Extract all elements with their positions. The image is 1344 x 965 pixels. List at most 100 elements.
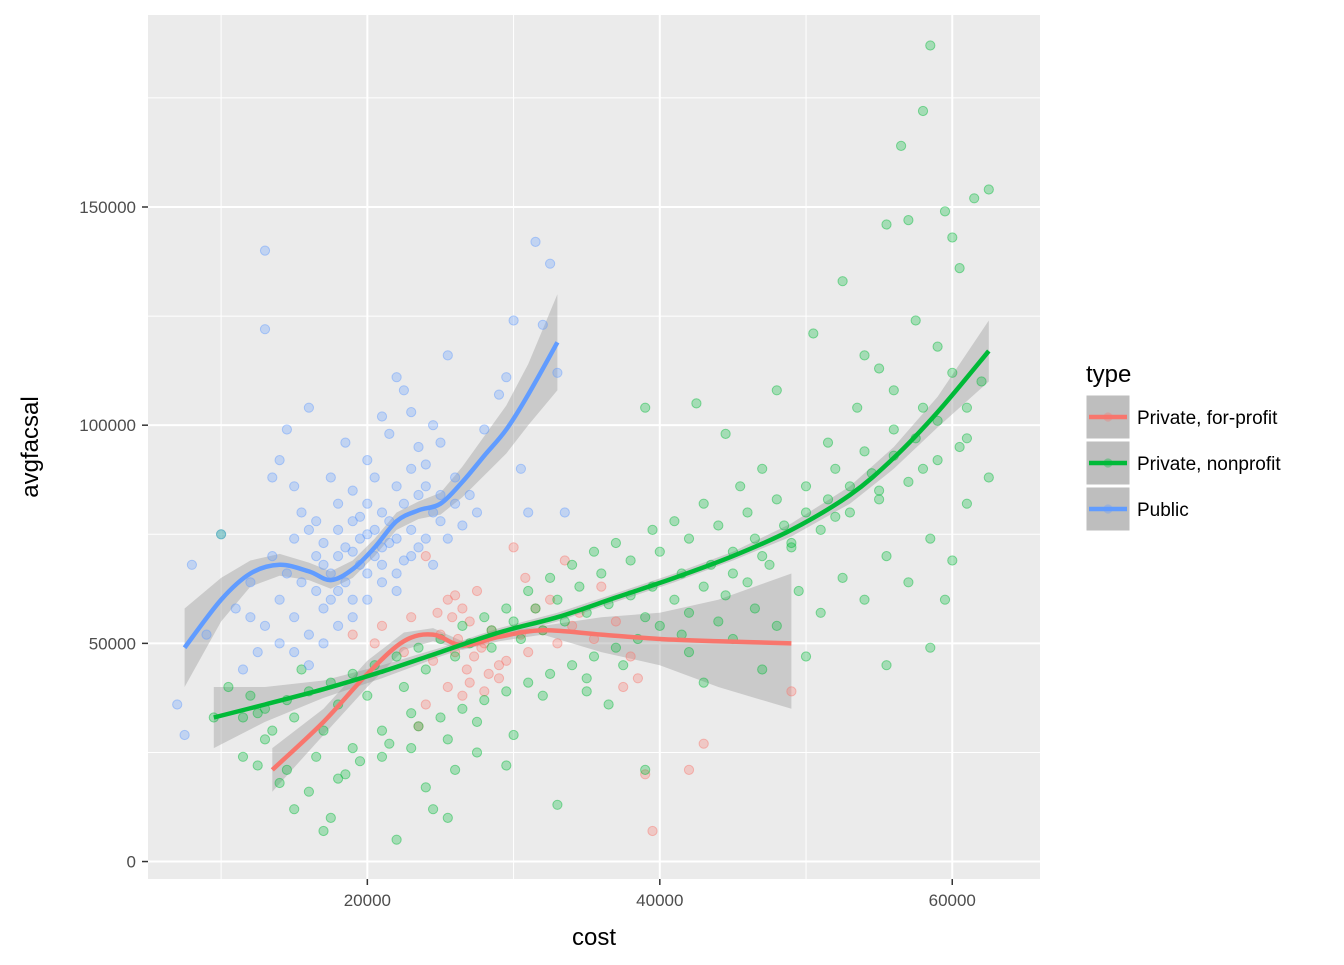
data-point — [186, 559, 197, 570]
data-point — [428, 559, 439, 570]
data-point — [545, 594, 556, 605]
data-point — [800, 651, 812, 662]
data-point — [391, 372, 402, 383]
data-point — [259, 734, 271, 745]
data-point — [508, 315, 519, 326]
y-axis: 0 50000 100000 150000 — [79, 198, 148, 872]
data-point — [420, 782, 431, 793]
data-point — [223, 681, 234, 693]
data-point — [230, 603, 241, 614]
data-point — [274, 455, 285, 466]
data-point — [442, 350, 453, 361]
data-point — [757, 463, 768, 474]
data-point — [735, 481, 746, 492]
data-point — [552, 638, 563, 649]
data-point — [961, 433, 973, 444]
data-point — [625, 555, 636, 566]
data-point — [376, 751, 388, 762]
data-point — [530, 603, 541, 614]
grid-minor — [148, 15, 1040, 879]
data-point — [237, 751, 249, 762]
data-point — [347, 485, 358, 496]
data-point — [471, 716, 483, 728]
data-point — [764, 559, 775, 570]
data-point — [289, 481, 300, 492]
data-point — [647, 524, 658, 536]
data-point — [757, 551, 768, 562]
data-point — [450, 651, 461, 662]
data-point — [325, 594, 336, 605]
data-point — [501, 372, 512, 383]
data-point — [844, 507, 856, 518]
data-point — [749, 533, 761, 544]
data-point — [654, 546, 665, 557]
data-point — [559, 555, 570, 566]
data-point — [537, 319, 548, 330]
smooth-line — [182, 341, 560, 650]
data-point — [450, 764, 461, 776]
data-point — [954, 441, 965, 453]
data-point — [406, 708, 417, 719]
data-point — [859, 446, 870, 457]
data-point — [742, 577, 753, 588]
data-point — [303, 660, 314, 671]
data-point — [530, 603, 541, 614]
data-point — [376, 620, 388, 632]
data-point — [391, 834, 402, 845]
data-point — [252, 708, 263, 719]
data-point — [237, 712, 249, 723]
data-point — [523, 585, 534, 597]
data-point — [947, 367, 958, 378]
data-point — [523, 507, 534, 518]
data-point — [567, 660, 578, 671]
data-point — [771, 620, 782, 632]
data-point — [683, 647, 695, 658]
data-point — [259, 324, 271, 335]
data-point — [720, 590, 731, 601]
data-point — [596, 568, 607, 579]
data-point — [961, 498, 973, 509]
data-point — [969, 193, 980, 204]
data-point — [296, 507, 307, 518]
data-point — [610, 616, 622, 627]
data-point — [830, 511, 841, 522]
data-point — [552, 799, 563, 810]
data-point — [369, 472, 380, 483]
data-point — [311, 585, 322, 597]
data-point — [318, 725, 329, 736]
data-point — [917, 463, 929, 474]
data-point — [398, 385, 409, 396]
data-point — [581, 673, 592, 684]
data-point — [786, 537, 797, 549]
data-point — [647, 825, 658, 837]
data-point — [976, 376, 987, 387]
data-point — [311, 516, 322, 527]
data-point — [296, 664, 307, 675]
legend-label: Public — [1137, 500, 1189, 521]
data-point — [479, 424, 490, 435]
data-point — [347, 516, 358, 527]
data-point — [471, 585, 483, 597]
data-point — [588, 651, 600, 662]
data-point — [523, 677, 534, 688]
data-point — [259, 620, 271, 632]
data-point — [501, 760, 512, 771]
data-point — [442, 734, 453, 745]
data-point — [274, 638, 285, 649]
data-point — [822, 494, 834, 505]
data-point — [420, 533, 431, 544]
data-point — [520, 572, 531, 584]
data-point — [311, 551, 322, 562]
data-point — [961, 402, 973, 413]
data-point — [501, 655, 512, 666]
data-point — [932, 415, 943, 426]
data-point — [493, 673, 505, 684]
data-point — [384, 738, 395, 749]
y-tick-label: 50000 — [89, 634, 136, 653]
data-point — [333, 524, 344, 536]
data-point — [610, 642, 622, 653]
data-point — [450, 472, 461, 483]
smooth-line — [213, 349, 991, 720]
data-point — [413, 441, 424, 453]
data-point — [318, 537, 329, 549]
